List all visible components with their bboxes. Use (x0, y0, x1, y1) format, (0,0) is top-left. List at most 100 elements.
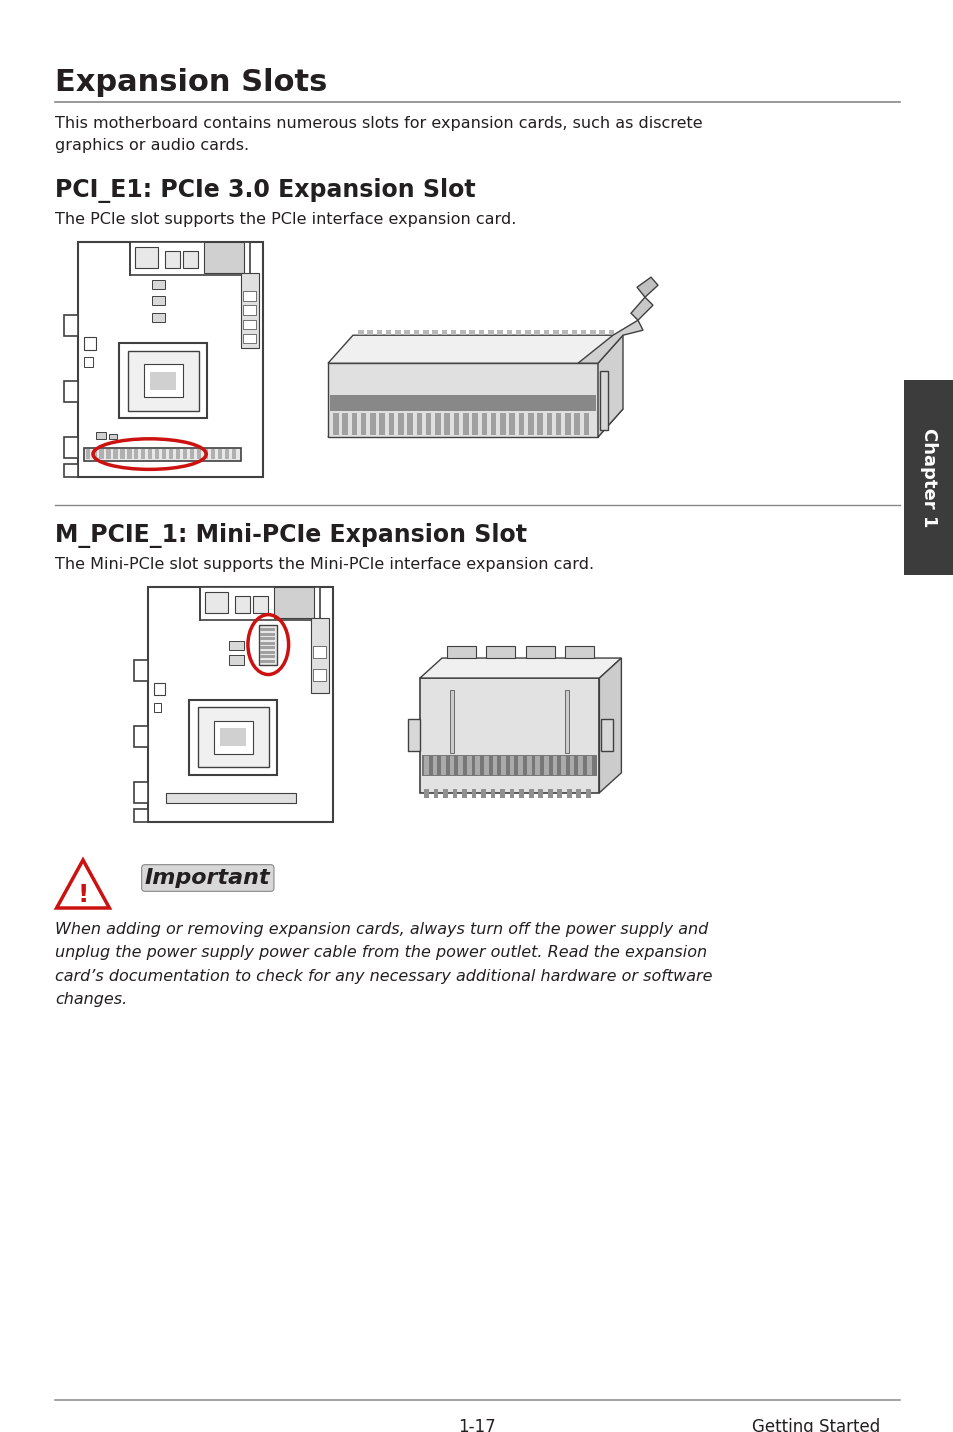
Polygon shape (637, 278, 658, 298)
Bar (134, 448, 138, 460)
Bar (537, 412, 542, 435)
Polygon shape (328, 364, 598, 437)
Bar (557, 789, 561, 798)
Polygon shape (367, 331, 373, 335)
Bar (234, 596, 250, 613)
Bar (480, 789, 485, 798)
Bar (197, 707, 269, 768)
Bar (133, 726, 148, 748)
Bar (442, 789, 447, 798)
Bar (152, 296, 165, 305)
Bar (552, 756, 557, 775)
Bar (260, 629, 274, 632)
Polygon shape (525, 646, 554, 659)
Bar (219, 729, 246, 746)
Text: M_PCIE_1: Mini-PCIe Expansion Slot: M_PCIE_1: Mini-PCIe Expansion Slot (55, 523, 526, 548)
Polygon shape (328, 410, 622, 437)
Bar (526, 756, 531, 775)
Polygon shape (376, 331, 382, 335)
Bar (388, 412, 394, 435)
Polygon shape (565, 646, 594, 659)
Bar (313, 669, 325, 682)
Bar (152, 312, 165, 322)
Bar (518, 789, 523, 798)
Polygon shape (524, 331, 530, 335)
Bar (204, 448, 208, 460)
Bar (153, 703, 161, 712)
Polygon shape (395, 331, 400, 335)
Bar (440, 756, 445, 775)
Bar (169, 448, 173, 460)
Bar (240, 272, 259, 348)
Bar (360, 412, 366, 435)
Bar (500, 756, 505, 775)
Bar (167, 793, 295, 803)
Bar (432, 756, 436, 775)
Polygon shape (561, 331, 567, 335)
Polygon shape (553, 331, 558, 335)
Bar (518, 412, 524, 435)
Bar (213, 720, 253, 753)
Text: This motherboard contains numerous slots for expansion cards, such as discrete
g: This motherboard contains numerous slots… (55, 116, 702, 153)
Bar (379, 412, 385, 435)
Polygon shape (469, 331, 475, 335)
Bar (556, 412, 560, 435)
Bar (84, 337, 96, 349)
Bar (416, 412, 421, 435)
Bar (425, 412, 431, 435)
Bar (86, 448, 90, 460)
Bar (120, 448, 125, 460)
Bar (118, 344, 208, 418)
Bar (64, 464, 78, 477)
Text: When adding or removing expansion cards, always turn off the power supply and
un: When adding or removing expansion cards,… (55, 922, 712, 1007)
Text: PCI_E1: PCIe 3.0 Expansion Slot: PCI_E1: PCIe 3.0 Expansion Slot (55, 178, 476, 203)
Bar (566, 789, 571, 798)
Bar (135, 246, 157, 268)
Polygon shape (459, 331, 465, 335)
Bar (84, 357, 92, 367)
Bar (217, 448, 222, 460)
Bar (143, 364, 182, 397)
Polygon shape (419, 677, 598, 793)
Polygon shape (422, 331, 428, 335)
Bar (450, 690, 454, 753)
Bar (435, 412, 440, 435)
Bar (560, 756, 565, 775)
Bar (543, 756, 548, 775)
Text: Important: Important (145, 868, 271, 888)
Bar (535, 756, 539, 775)
Text: Chapter 1: Chapter 1 (919, 428, 937, 527)
Bar (260, 652, 274, 653)
Bar (64, 381, 78, 402)
Polygon shape (414, 331, 419, 335)
Polygon shape (543, 331, 549, 335)
Polygon shape (590, 331, 595, 335)
Bar (569, 756, 574, 775)
Polygon shape (571, 331, 577, 335)
Bar (903, 379, 953, 576)
Bar (232, 448, 235, 460)
Polygon shape (404, 331, 410, 335)
Polygon shape (516, 331, 521, 335)
Bar (205, 591, 228, 613)
Polygon shape (357, 331, 363, 335)
Polygon shape (441, 331, 447, 335)
Bar (407, 412, 413, 435)
Bar (258, 624, 277, 664)
Bar (481, 412, 487, 435)
Bar (586, 756, 591, 775)
Bar (433, 789, 437, 798)
Bar (578, 756, 582, 775)
Bar (133, 809, 148, 822)
Bar (162, 448, 166, 460)
Bar (472, 412, 477, 435)
Polygon shape (486, 646, 515, 659)
Bar (499, 789, 504, 798)
Bar (546, 412, 552, 435)
Bar (408, 719, 419, 752)
Text: Expansion Slots: Expansion Slots (55, 67, 327, 97)
Bar (211, 448, 214, 460)
Text: The PCIe slot supports the PCIe interface expansion card.: The PCIe slot supports the PCIe interfac… (55, 212, 516, 228)
Bar (153, 683, 165, 695)
Bar (461, 789, 466, 798)
